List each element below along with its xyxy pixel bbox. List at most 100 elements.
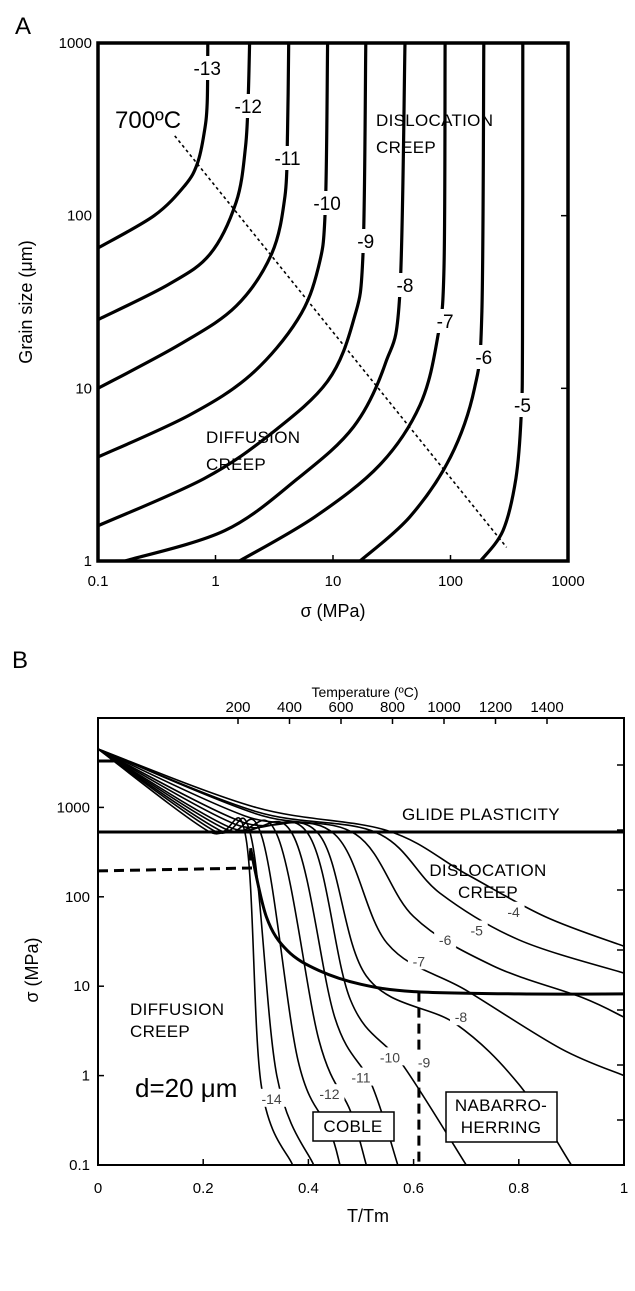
panel-a-x-tick-label: 1000 [551, 573, 584, 590]
panel-a-label-bg [506, 393, 539, 417]
panel-b-contour-m9 [98, 748, 467, 1165]
panel-a-region-dislocation-2: CREEP [376, 138, 436, 157]
panel-b-x-tick-label: 0.6 [403, 1180, 424, 1197]
panel-a-x-tick-label: 1 [211, 573, 219, 590]
panel-b-top-tick-label: 200 [225, 699, 250, 716]
panel-a-label-bg [191, 56, 224, 80]
panel-a-contour-label: -13 [193, 59, 220, 80]
panel-a-contour-m12 [98, 43, 252, 322]
panel-a-contour-label: -6 [475, 348, 492, 369]
panel-b-coble-box [312, 1111, 395, 1142]
panel-a-contour-m7 [238, 43, 447, 561]
panel-b-boundaries [98, 759, 624, 1165]
panel-b-label-bg [449, 1007, 472, 1026]
panel-a-label-bg [429, 309, 462, 333]
panel-b-contour-m4 [98, 748, 624, 947]
panel-b-frame [97, 717, 625, 1166]
panel-b-top-tick-label: 1000 [427, 699, 460, 716]
panel-a-label-bg [389, 273, 422, 297]
panel-a-contour-label: -10 [313, 194, 340, 215]
panel-a-letter: A [15, 13, 31, 40]
panel-b-region-nabarro-2: HERRING [461, 1118, 542, 1137]
panel-a-label-bg [271, 146, 304, 170]
panel-a-region-dislocation-1: DISLOCATION [376, 111, 493, 130]
panel-b-boundary-dislocation-diffusion [249, 847, 624, 996]
panel-a-region-diffusion-2: CREEP [206, 455, 266, 474]
panel-b-label-bg [502, 901, 525, 920]
panel-a-y-axis-label: Grain size (μm) [16, 240, 36, 363]
panel-a-contour-m11 [98, 43, 291, 390]
panel-b-region-nabarro-1: NABARRO- [455, 1096, 547, 1115]
panel-a-y-tick-label: 10 [75, 380, 92, 397]
panel-a-temperature: 700ºC [115, 107, 181, 134]
panel-b-contour-label: -4 [507, 904, 520, 920]
panel-b-label-bg [434, 929, 457, 948]
panel-b-contour-label: -8 [455, 1009, 468, 1025]
panel-b-region-dislocation-2: CREEP [458, 883, 518, 902]
panel-b-contour-label: -5 [470, 922, 483, 938]
panel-a-region-diffusion-1: DIFFUSION [206, 428, 300, 447]
panel-a-contour-label: -12 [235, 97, 262, 118]
panel-b-y-tick-label: 100 [65, 889, 90, 906]
panel-a-frame [96, 41, 570, 563]
panel-b-contours [98, 748, 624, 1165]
panel-b: B Temperature (ºC) 0 0.2 0.4 0.6 0.8 1 0.1 1 10 1… [12, 647, 628, 1226]
panel-a-contour-label: -9 [357, 232, 374, 253]
panel-b-grain-size: d=20 μm [135, 1073, 237, 1103]
panel-b-y-tick-label: 0.1 [69, 1157, 90, 1174]
panel-b-label-bg [413, 1052, 436, 1071]
panel-b-contour-m8 [98, 748, 573, 1165]
panel-a-contour-label: -7 [437, 312, 454, 333]
panel-b-region-diffusion-1: DIFFUSION [130, 1000, 224, 1019]
panel-a-contour-label: -11 [274, 149, 300, 170]
panel-b-y-tick-label: 1 [82, 1068, 90, 1085]
panel-a-x-tick-label: 100 [438, 573, 463, 590]
panel-a-contour-labels: -13 -12 -11 -10 -9 -8 -7 -6 -5 [191, 56, 539, 417]
panel-a-y-tick-label: 100 [67, 208, 92, 225]
panel-b-top-tick-label: 400 [277, 699, 302, 716]
panel-a-contour-label: -5 [514, 396, 531, 417]
panel-b-contour-labels: -4 -5 -6 -7 -8 -9 -10 -11 -12 -14 [256, 901, 525, 1107]
panel-a-x-tick-label: 10 [325, 573, 342, 590]
panel-a-contour-m9 [98, 43, 368, 528]
panel-b-top-tick-label: 600 [328, 699, 353, 716]
panel-b-region-diffusion-2: CREEP [130, 1022, 190, 1041]
panel-b-x-axis-label: T/Tm [347, 1206, 389, 1226]
panel-a: A 0.1 1 10 100 1000 1 10 100 1000 -13 -12 -11 -10 -9… [15, 13, 585, 621]
panel-b-label-bg [256, 1088, 287, 1107]
panel-b-contour-label: -12 [319, 1086, 339, 1102]
panel-b-ticks: 0 0.2 0.4 0.6 0.8 1 0.1 1 10 100 1000 200 400 600 800 1… [57, 699, 629, 1197]
panel-b-contour-m11 [98, 748, 368, 1165]
panel-b-x-tick-label: 1 [620, 1180, 628, 1197]
panel-a-contour-m8 [124, 43, 407, 561]
panel-b-label-bg [407, 951, 430, 970]
panel-b-label-bg [465, 920, 488, 939]
panel-b-top-tick-label: 800 [380, 699, 405, 716]
panel-b-contour-label: -10 [380, 1049, 400, 1065]
panel-b-y-tick-label: 10 [73, 978, 90, 995]
panel-a-contour-m6 [359, 43, 486, 561]
panel-b-contour-m7 [98, 748, 624, 1077]
panel-a-x-axis-label: σ (MPa) [300, 601, 365, 621]
panel-b-contour-label: -9 [418, 1055, 431, 1071]
panel-a-contour-label: -8 [397, 276, 414, 297]
panel-b-letter: B [12, 647, 28, 674]
panel-a-contour-m10 [98, 43, 330, 459]
panel-a-label-bg [467, 345, 500, 369]
panel-b-x-tick-label: 0 [94, 1180, 102, 1197]
panel-b-contour-m5 [98, 748, 624, 974]
panel-b-y-axis-label: σ (MPa) [22, 937, 42, 1002]
panel-a-contour-m13 [98, 43, 210, 250]
panel-a-x-tick-label: 0.1 [88, 573, 109, 590]
panel-b-label-bg [346, 1067, 376, 1086]
panel-a-y-tick-label: 1000 [59, 35, 92, 52]
panel-b-x-tick-label: 0.8 [508, 1180, 529, 1197]
panel-b-label-bg [374, 1047, 405, 1066]
panel-b-contour-label: -11 [351, 1070, 370, 1086]
panel-b-x-tick-label: 0.4 [298, 1180, 319, 1197]
panel-b-top-tick-label: 1200 [479, 699, 512, 716]
panel-a-y-tick-label: 1 [84, 553, 92, 570]
panel-a-label-bg [311, 191, 344, 215]
panel-b-y-tick-label: 1000 [57, 799, 90, 816]
